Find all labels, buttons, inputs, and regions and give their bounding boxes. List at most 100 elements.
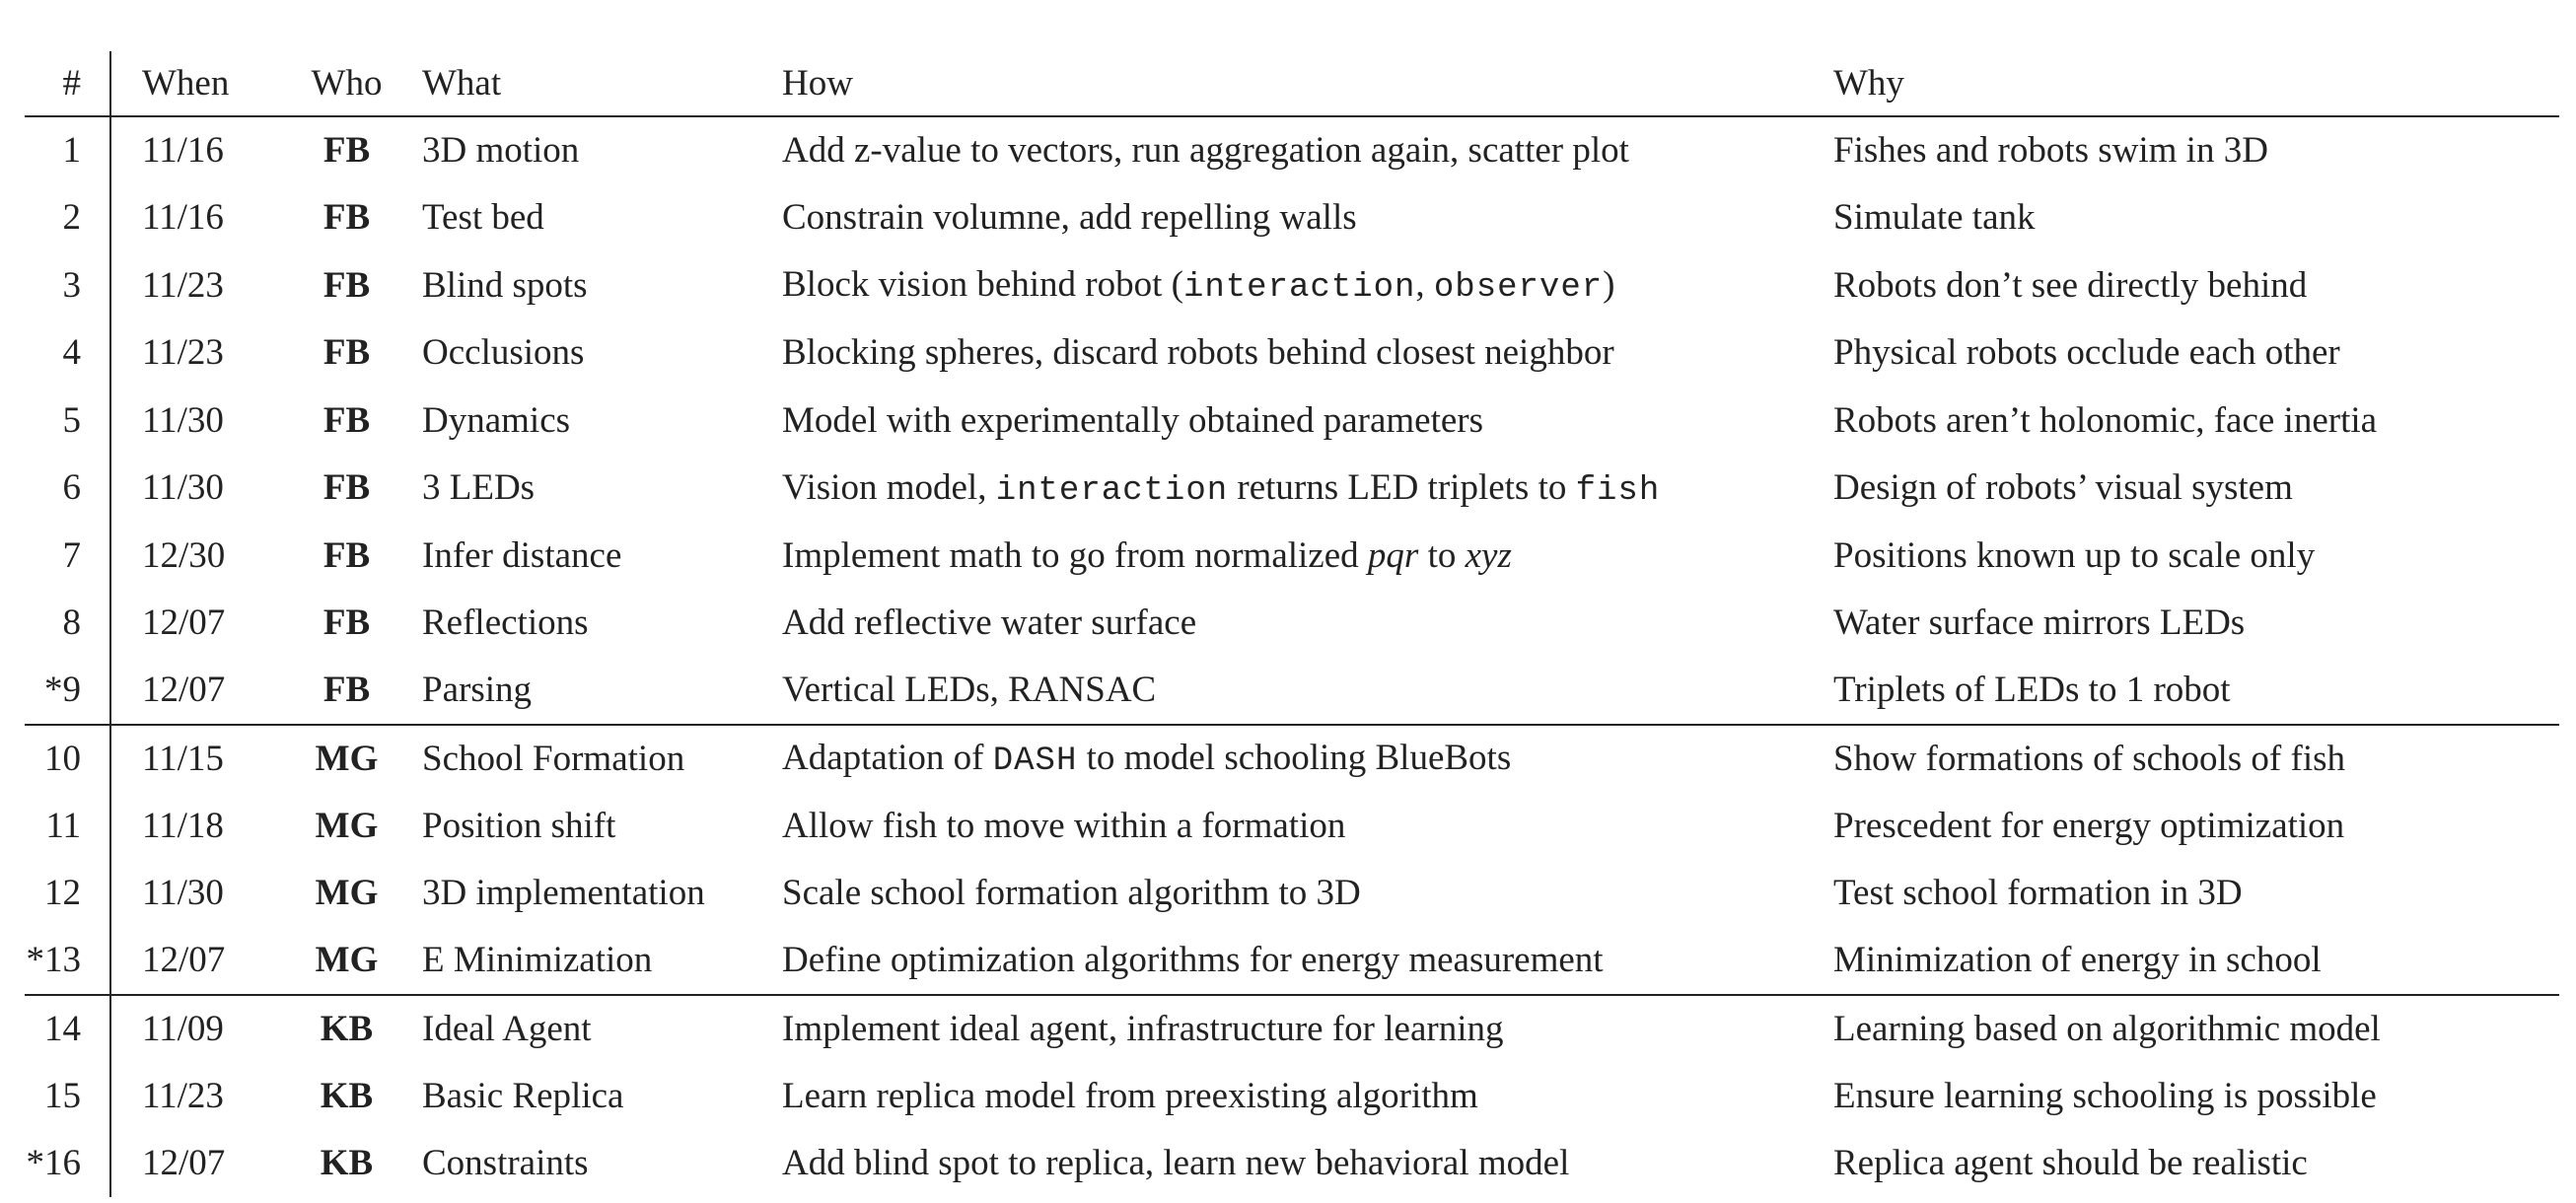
method-text: Allow fish to move within a formation — [782, 805, 1346, 846]
row-owner: MG — [315, 805, 379, 846]
row-method: Implement math to go from normalized pqr… — [782, 522, 1833, 590]
row-date: 11/16 — [142, 130, 224, 172]
table-row: 11 11/18 MG Position shift Allow fish to mov… — [25, 792, 2559, 860]
row-method: Vertical LEDs, RANSAC — [782, 657, 1833, 726]
row-date: 12/07 — [110, 927, 280, 996]
method-text: Add z-value to vectors, run aggregation … — [782, 130, 1629, 172]
row-task: 3D implementation — [422, 873, 705, 914]
table-row: *13 12/07 MG E Minimization Define optimizat… — [25, 927, 2559, 996]
table-row: 8 12/07 FB Reflections Add reflective water … — [25, 589, 2559, 658]
code-term: fish — [1575, 471, 1661, 510]
row-task: 3 LEDs — [422, 467, 536, 509]
method-text: Constrain volumne, add repelling walls — [782, 197, 1357, 239]
row-number: 15 — [25, 1062, 111, 1130]
row-date: 12/30 — [142, 534, 226, 576]
row-date: 11/30 — [142, 873, 224, 914]
row-method: Constrain volumne, add repelling walls — [782, 184, 1833, 252]
method-text: Implement ideal agent, infrastructure fo… — [782, 1008, 1504, 1049]
table-row: 3 11/23 FB Blind spots Block vision behind r… — [25, 251, 2559, 319]
method-text: Model with experimentally obtained param… — [782, 399, 1483, 441]
row-reason: Learning based on algorithmic model — [1833, 1008, 2381, 1049]
row-reason: Robots aren’t holonomic, face inertia — [1833, 399, 2378, 441]
row-number: 10 — [25, 724, 111, 792]
row-owner: FB — [322, 197, 371, 239]
row-owner: FB — [322, 399, 371, 441]
table-row: 7 12/30 FB Infer distance Implement math to … — [25, 522, 2559, 590]
row-owner: FB — [322, 602, 371, 644]
row-owner: KB — [320, 1143, 374, 1184]
method-text: ) — [1603, 264, 1615, 306]
row-date: 12/07 — [142, 1143, 226, 1184]
row-task: Reflections — [422, 602, 589, 644]
row-date: 11/30 — [142, 467, 224, 509]
method-text: , — [1415, 264, 1434, 306]
table-row: *16 12/07 KB Constraints Add blind spot to r… — [25, 1129, 2559, 1197]
method-text: Scale school formation algorithm to 3D — [782, 873, 1361, 914]
code-term: observer — [1433, 269, 1604, 308]
row-reason: Design of robots’ visual system — [1833, 467, 2293, 509]
row-task: Infer distance — [422, 534, 622, 576]
row-number: 6 — [25, 454, 111, 522]
method-text: returns LED triplets to — [1228, 466, 1576, 508]
row-number: *9 — [25, 657, 111, 726]
method-text: Blocking spheres, discard robots behind … — [782, 332, 1614, 374]
row-method: Add z-value to vectors, run aggregation … — [782, 116, 1833, 184]
row-owner: FB — [322, 534, 371, 576]
row-reason: Robots don’t see directly behind — [1833, 264, 2308, 306]
row-reason: Water surface mirrors LEDs — [1833, 602, 2246, 644]
row-task: Constraints — [422, 1143, 589, 1184]
row-method: Implement ideal agent, infrastructure fo… — [782, 995, 1833, 1063]
row-number: 14 — [25, 994, 111, 1062]
table-row: 6 11/30 FB 3 LEDs Vision model, interaction … — [25, 454, 2559, 522]
row-date: 11/09 — [142, 1008, 224, 1049]
table-header: # When Who What How Why — [25, 51, 2559, 117]
method-text: Vertical LEDs, RANSAC — [782, 670, 1157, 711]
row-number: *16 — [25, 1129, 111, 1197]
row-number: 7 — [25, 522, 111, 590]
row-number: 4 — [25, 318, 111, 387]
row-method: Adaptation of DASH to model schooling Bl… — [782, 725, 1833, 793]
row-method: Block vision behind robot (interaction, … — [782, 251, 1833, 319]
row-owner: KB — [320, 1075, 374, 1116]
row-owner: FB — [322, 130, 371, 172]
row-number: 2 — [25, 183, 111, 251]
row-reason: Positions known up to scale only — [1833, 534, 2316, 576]
row-reason: Triplets of LEDs to 1 robot — [1833, 657, 2559, 726]
row-owner: KB — [320, 1008, 374, 1049]
row-number: 5 — [25, 387, 111, 455]
row-date: 12/07 — [110, 657, 280, 726]
row-task: E Minimization — [413, 927, 782, 996]
method-text: Adaptation of — [782, 738, 993, 779]
row-task: Dynamics — [422, 399, 571, 441]
row-owner: FB — [280, 657, 413, 726]
row-task: School Formation — [422, 738, 685, 779]
row-owner: FB — [322, 467, 371, 509]
row-method: Scale school formation algorithm to 3D — [782, 860, 1833, 928]
method-text: Vision model, — [782, 466, 996, 508]
row-date: 11/16 — [142, 197, 224, 239]
row-task: Parsing — [413, 657, 782, 726]
row-date: 12/07 — [142, 602, 226, 644]
row-reason: Test school formation in 3D — [1833, 873, 2243, 914]
row-owner: MG — [315, 738, 379, 779]
row-method: Add reflective water surface — [782, 590, 1833, 658]
row-owner: MG — [315, 873, 379, 914]
table-row: 15 11/23 KB Basic Replica Learn replica mode… — [25, 1062, 2559, 1130]
row-task: Basic Replica — [422, 1075, 624, 1116]
row-method: Learn replica model from preexisting alg… — [782, 1062, 1833, 1130]
code-term: interaction — [1182, 269, 1416, 308]
row-task: Blind spots — [422, 264, 588, 306]
method-text: Learn replica model from preexisting alg… — [782, 1075, 1478, 1116]
table-row: *9 12/07 FB Parsing Vertical LEDs, RANSAC Tri… — [25, 657, 2559, 726]
math-term: pqr — [1367, 534, 1419, 576]
row-number: 8 — [25, 589, 111, 657]
row-owner: FB — [322, 264, 371, 306]
header-why: Why — [1833, 51, 2559, 117]
row-owner: MG — [280, 927, 413, 996]
row-reason: Fishes and robots swim in 3D — [1833, 130, 2268, 172]
code-term: interaction — [995, 471, 1229, 510]
header-row: # When Who What How Why — [25, 51, 2559, 117]
row-reason: Prescedent for energy optimization — [1833, 805, 2345, 846]
row-method: Blocking spheres, discard robots behind … — [782, 319, 1833, 388]
row-method: Allow fish to move within a formation — [782, 792, 1833, 860]
